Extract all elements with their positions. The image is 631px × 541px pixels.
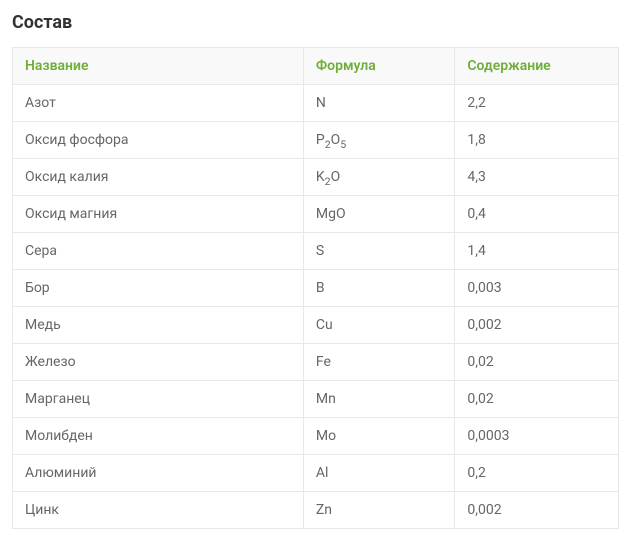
cell-formula: P2O5: [303, 122, 455, 159]
table-row: АлюминийAl0,2: [13, 455, 619, 492]
cell-name: Сера: [13, 233, 304, 270]
cell-content: 0,4: [455, 196, 619, 233]
table-row: МедьCu0,002: [13, 307, 619, 344]
cell-name: Оксид магния: [13, 196, 304, 233]
table-row: ЦинкZn0,002: [13, 492, 619, 529]
table-row: СераS1,4: [13, 233, 619, 270]
cell-content: 0,002: [455, 492, 619, 529]
table-row: БорB0,003: [13, 270, 619, 307]
cell-name: Азот: [13, 85, 304, 122]
cell-content: 2,2: [455, 85, 619, 122]
cell-content: 0,002: [455, 307, 619, 344]
cell-formula: Fe: [303, 344, 455, 381]
cell-content: 4,3: [455, 159, 619, 196]
cell-name: Молибден: [13, 418, 304, 455]
col-header-name: Название: [13, 48, 304, 85]
cell-formula: S: [303, 233, 455, 270]
cell-formula: N: [303, 85, 455, 122]
table-body: АзотN2,2Оксид фосфораP2O51,8Оксид калияK…: [13, 85, 619, 529]
cell-content: 0,2: [455, 455, 619, 492]
col-header-content: Содержание: [455, 48, 619, 85]
cell-formula: Zn: [303, 492, 455, 529]
table-row: МарганецMn0,02: [13, 381, 619, 418]
cell-content: 0,003: [455, 270, 619, 307]
table-row: Оксид фосфораP2O51,8: [13, 122, 619, 159]
composition-table: Название Формула Содержание АзотN2,2Окси…: [12, 47, 619, 529]
cell-name: Оксид фосфора: [13, 122, 304, 159]
cell-formula: Mo: [303, 418, 455, 455]
cell-name: Оксид калия: [13, 159, 304, 196]
cell-formula: K2O: [303, 159, 455, 196]
cell-content: 1,4: [455, 233, 619, 270]
table-row: Оксид калияK2O4,3: [13, 159, 619, 196]
cell-name: Алюминий: [13, 455, 304, 492]
cell-formula: Mn: [303, 381, 455, 418]
cell-name: Медь: [13, 307, 304, 344]
table-row: МолибденMo0,0003: [13, 418, 619, 455]
col-header-formula: Формула: [303, 48, 455, 85]
cell-content: 0,02: [455, 381, 619, 418]
table-row: ЖелезоFe0,02: [13, 344, 619, 381]
cell-formula: B: [303, 270, 455, 307]
table-row: Оксид магнияMgO0,4: [13, 196, 619, 233]
cell-name: Бор: [13, 270, 304, 307]
table-header-row: Название Формула Содержание: [13, 48, 619, 85]
table-row: АзотN2,2: [13, 85, 619, 122]
cell-content: 0,0003: [455, 418, 619, 455]
cell-formula: MgO: [303, 196, 455, 233]
cell-formula: Cu: [303, 307, 455, 344]
cell-content: 0,02: [455, 344, 619, 381]
cell-formula: Al: [303, 455, 455, 492]
cell-name: Железо: [13, 344, 304, 381]
cell-name: Марганец: [13, 381, 304, 418]
section-heading: Состав: [12, 12, 619, 33]
cell-content: 1,8: [455, 122, 619, 159]
cell-name: Цинк: [13, 492, 304, 529]
